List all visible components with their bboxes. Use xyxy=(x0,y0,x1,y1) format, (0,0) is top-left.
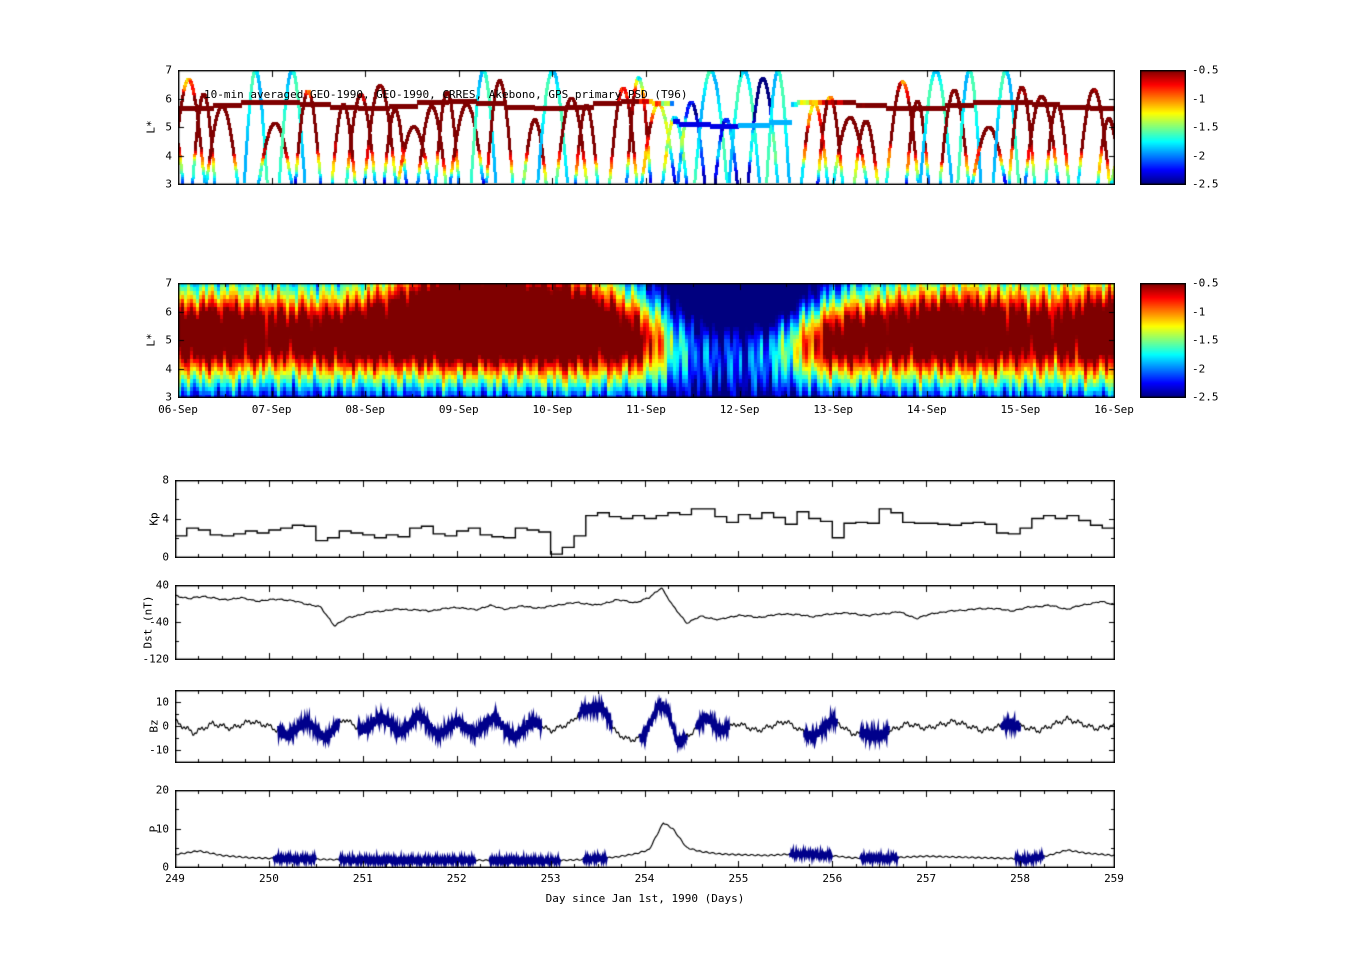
tick-label: 5 xyxy=(165,120,172,134)
kp-plot xyxy=(175,480,1115,558)
tick-label: 06-Sep xyxy=(158,403,198,416)
tick-label: 3 xyxy=(165,390,172,404)
tick-label: 8 xyxy=(162,473,169,487)
tick-label: -0.5 xyxy=(1192,63,1219,77)
tick-label: 251 xyxy=(352,872,373,885)
tick-label: -1 xyxy=(1192,92,1206,105)
tick-label: 253 xyxy=(540,872,561,885)
tick-label: 4 xyxy=(165,149,172,162)
tick-label: -2 xyxy=(1192,149,1206,162)
tick-label: 4 xyxy=(162,512,169,525)
tick-label: 16-Sep xyxy=(1094,403,1134,416)
tick-label: -1.5 xyxy=(1192,120,1219,134)
pressure-plot xyxy=(175,790,1115,868)
tick-label: 20 xyxy=(155,783,169,797)
tick-label: 12-Sep xyxy=(719,403,760,416)
tick-label: 6 xyxy=(165,92,172,105)
tick-label: 258 xyxy=(1010,872,1031,885)
tick-label: -120 xyxy=(142,652,170,666)
tick-label: 14-Sep xyxy=(906,403,947,416)
psd-scatter-colorbar xyxy=(1140,70,1186,185)
tick-label: 4 xyxy=(165,362,172,375)
psd-scatter-plot xyxy=(178,70,1115,185)
tick-label: -1 xyxy=(1192,305,1206,318)
tick-label: 249 xyxy=(165,872,185,885)
tick-label: -40 xyxy=(149,615,169,629)
tick-label: 7 xyxy=(165,63,172,77)
tick-label: 255 xyxy=(728,872,749,885)
tick-label: 40 xyxy=(155,578,169,592)
tick-label: 11-Sep xyxy=(626,403,666,416)
tick-label: 6 xyxy=(165,305,172,318)
tick-label: -0.5 xyxy=(1192,276,1219,290)
bz-ylabel: Bz xyxy=(147,719,161,733)
tick-label: 0 xyxy=(162,550,169,564)
psd-heatmap-plot xyxy=(178,283,1115,398)
tick-label: 15-Sep xyxy=(1000,403,1041,416)
panel1-title: 10-min averaged GEO-1990, GEO-1990, CRRE… xyxy=(204,88,688,101)
tick-label: 0 xyxy=(162,860,169,874)
tick-label: 13-Sep xyxy=(813,403,854,416)
tick-label: 3 xyxy=(165,177,172,191)
kp-ylabel: Kp xyxy=(147,512,161,526)
panel1-ylabel: L* xyxy=(144,120,158,134)
dst-plot xyxy=(175,585,1115,660)
psd-heatmap-colorbar xyxy=(1140,283,1186,398)
tick-label: 250 xyxy=(258,872,279,885)
tick-label: 5 xyxy=(165,333,172,347)
tick-label: -2.5 xyxy=(1192,177,1219,191)
tick-label: 07-Sep xyxy=(251,403,292,416)
tick-label: 09-Sep xyxy=(438,403,479,416)
tick-label: 08-Sep xyxy=(345,403,386,416)
tick-label: 256 xyxy=(822,872,843,885)
tick-label: -2 xyxy=(1192,362,1206,375)
tick-label: 7 xyxy=(165,276,172,290)
tick-label: 0 xyxy=(162,719,169,733)
tick-label: 257 xyxy=(916,872,937,885)
tick-label: -10 xyxy=(149,743,169,757)
tick-label: 259 xyxy=(1104,872,1124,885)
tick-label: -1.5 xyxy=(1192,333,1219,347)
tick-label: 10 xyxy=(155,695,169,709)
tick-label: 10 xyxy=(155,822,169,835)
x-axis-label: Day since Jan 1st, 1990 (Days) xyxy=(545,892,745,905)
panel2-ylabel: L* xyxy=(144,333,158,347)
tick-label: 252 xyxy=(446,872,467,885)
tick-label: 254 xyxy=(634,872,655,885)
tick-label: 10-Sep xyxy=(532,403,573,416)
bz-plot xyxy=(175,690,1115,763)
tick-label: -2.5 xyxy=(1192,390,1219,404)
